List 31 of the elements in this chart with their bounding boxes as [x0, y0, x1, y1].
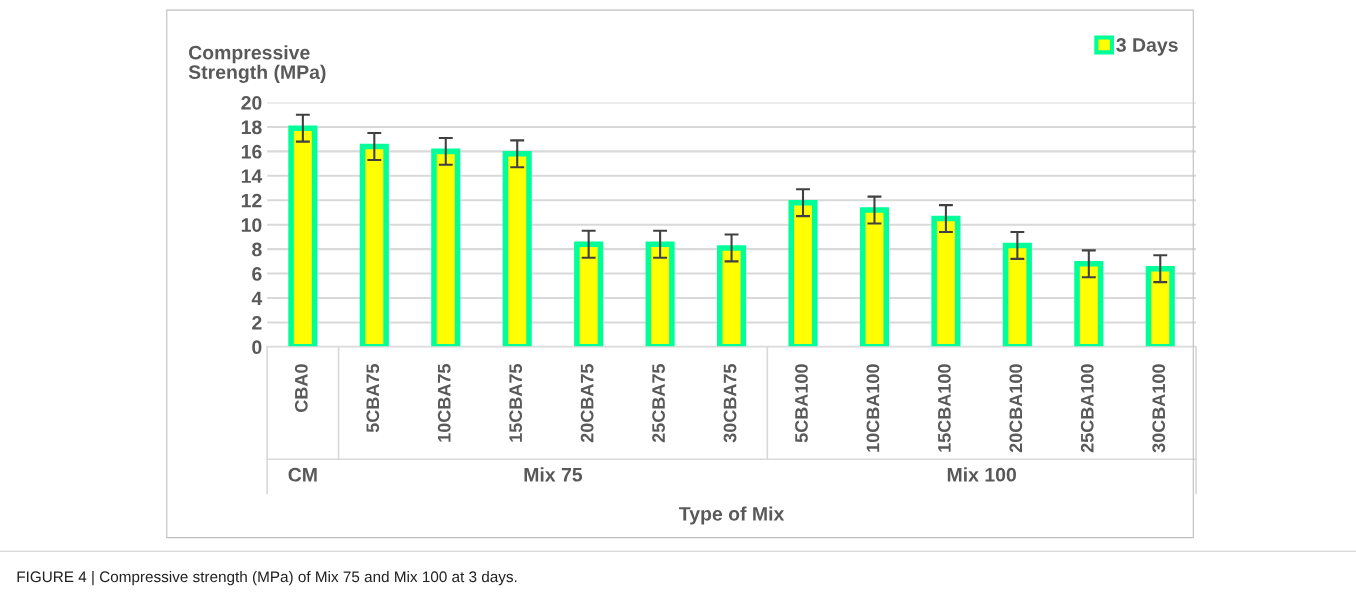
text: CM [288, 467, 317, 482]
y-tick-label: 4 [251, 291, 263, 306]
x-tick-label: 15CBA100 [937, 364, 951, 452]
x-tick-label: 25CBA100 [1080, 364, 1094, 453]
x-axis-title: Type of Mix [679, 506, 785, 525]
x-tick-label: 10CBA75 [437, 364, 451, 442]
x-tick-label: 30CBA75 [723, 364, 737, 443]
y-tick-label: 20 [241, 95, 262, 110]
y-tick-label: 12 [241, 193, 262, 208]
text: Mix 100 [947, 467, 1016, 482]
x-tick-label: CBA0 [294, 364, 308, 412]
x-tick-label: 25CBA75 [652, 364, 665, 443]
x-tick-label: 30CBA100 [1152, 364, 1166, 453]
x-tick-label: 15CBA75 [509, 364, 523, 442]
y-tick-label: 16 [241, 144, 262, 159]
caption: FIGURE 4 | Compressive strength (MPa) of Mix 75 and Mix 100 at 3 days. [17, 570, 517, 586]
x-tick-label: 20CBA75 [580, 364, 594, 443]
x-tick-label: 5CBA75 [366, 364, 380, 433]
y-tick-label: 0 [252, 340, 262, 355]
y-tick-label: 18 [241, 120, 262, 135]
x-tick-label: 20CBA100 [1009, 364, 1023, 453]
text: Mix 75 [524, 467, 583, 482]
y-axis-title: Compressive Strength (MPa) [188, 45, 326, 83]
y-tick-label: 14 [241, 169, 263, 183]
y-tick-label: 8 [252, 242, 262, 257]
y-tick-label: 2 [252, 315, 262, 330]
legend-label: 3 Days [1116, 38, 1178, 56]
x-tick-label: 10CBA100 [866, 364, 880, 452]
y-tick-label: 6 [252, 267, 262, 281]
x-tick-label: 5CBA100 [795, 364, 808, 443]
y-tick-label: 10 [241, 218, 262, 232]
